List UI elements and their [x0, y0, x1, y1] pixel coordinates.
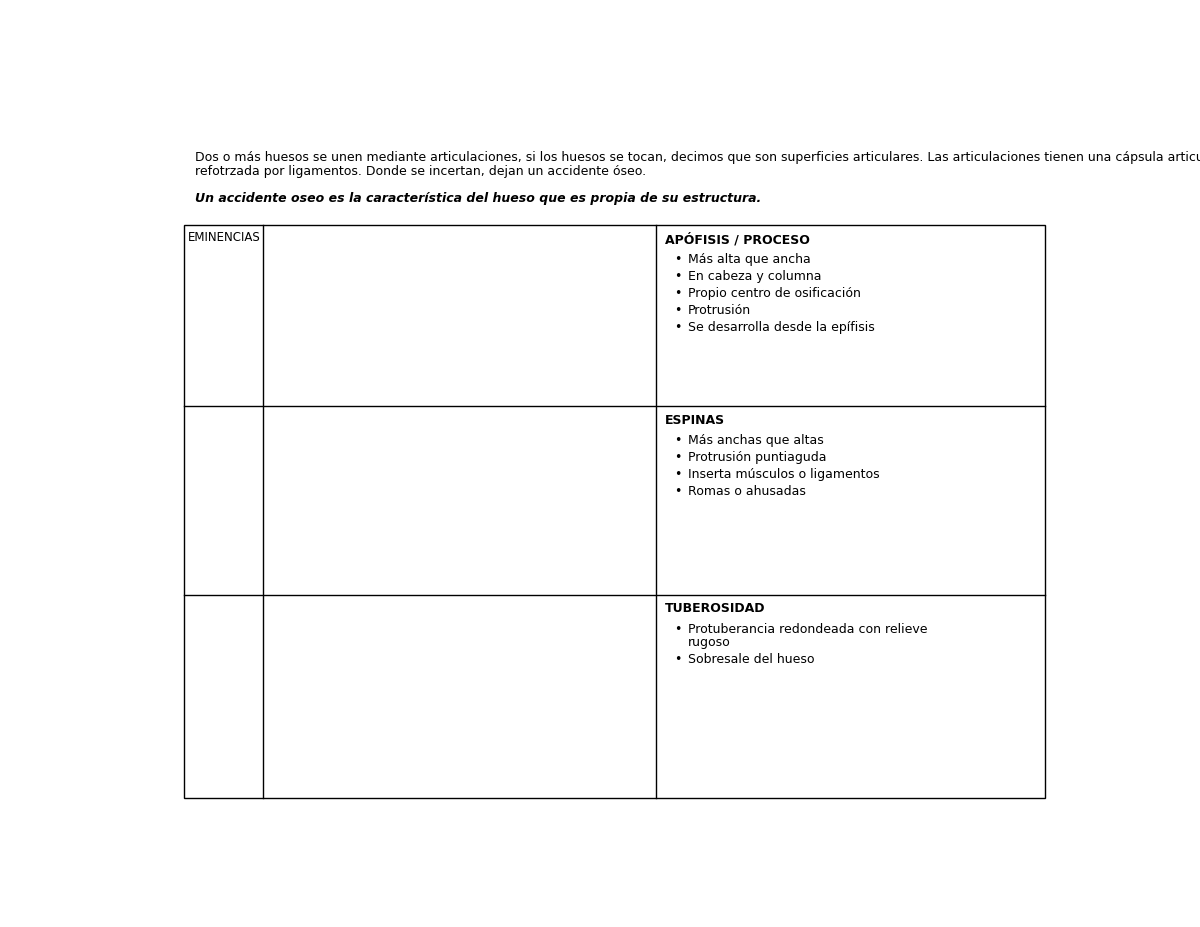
Text: Un accidente oseo es la característica del hueso que es propia de su estructura.: Un accidente oseo es la característica d…	[196, 192, 762, 205]
Bar	[184, 225, 1045, 798]
Text: Sobresale del hueso: Sobresale del hueso	[688, 654, 815, 667]
Text: •: •	[674, 434, 682, 447]
Text: •: •	[674, 485, 682, 498]
Text: •: •	[674, 270, 682, 283]
Text: Inserta músculos o ligamentos: Inserta músculos o ligamentos	[688, 468, 880, 481]
Text: •: •	[674, 253, 682, 266]
Text: refotrzada por ligamentos. Donde se incertan, dejan un accidente óseo.: refotrzada por ligamentos. Donde se ince…	[196, 165, 647, 178]
Text: APÓFISIS / PROCESO: APÓFISIS / PROCESO	[665, 233, 810, 247]
Text: rugoso: rugoso	[688, 636, 731, 650]
Text: Protrusión puntiaguda: Protrusión puntiaguda	[688, 451, 827, 464]
Text: En cabeza y columna: En cabeza y columna	[688, 270, 822, 283]
Text: Romas o ahusadas: Romas o ahusadas	[688, 485, 806, 498]
Text: •: •	[674, 451, 682, 464]
Text: Más anchas que altas: Más anchas que altas	[688, 434, 824, 447]
Text: TUBEROSIDAD: TUBEROSIDAD	[665, 603, 766, 616]
Text: Más alta que ancha: Más alta que ancha	[688, 253, 811, 266]
Text: Propio centro de osificación: Propio centro de osificación	[688, 286, 862, 299]
Text: EMINENCIAS: EMINENCIAS	[187, 232, 260, 245]
Text: •: •	[674, 654, 682, 667]
Text: Protrusión: Protrusión	[688, 304, 751, 317]
Text: Protuberancia redondeada con relieve: Protuberancia redondeada con relieve	[688, 623, 928, 636]
Text: Dos o más huesos se unen mediante articulaciones, si los huesos se tocan, decimo: Dos o más huesos se unen mediante articu…	[196, 151, 1200, 164]
Text: •: •	[674, 321, 682, 334]
Text: •: •	[674, 286, 682, 299]
Text: Se desarrolla desde la epífisis: Se desarrolla desde la epífisis	[688, 321, 875, 334]
Text: ESPINAS: ESPINAS	[665, 413, 725, 426]
Text: •: •	[674, 623, 682, 636]
Text: •: •	[674, 304, 682, 317]
Text: •: •	[674, 468, 682, 481]
